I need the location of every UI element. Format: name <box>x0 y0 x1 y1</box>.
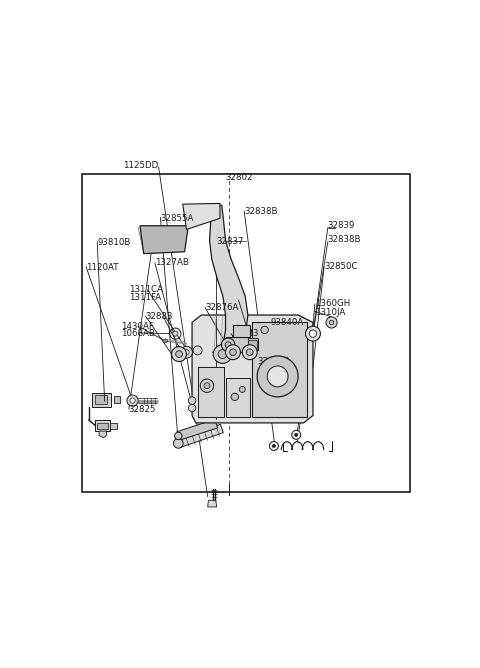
Text: 93810B: 93810B <box>97 238 131 247</box>
Circle shape <box>246 349 253 355</box>
Text: 32883: 32883 <box>145 313 173 321</box>
Bar <box>248 339 258 350</box>
Circle shape <box>213 345 232 363</box>
Text: 93840A: 93840A <box>270 318 303 327</box>
Polygon shape <box>210 204 248 354</box>
Circle shape <box>309 330 317 337</box>
Circle shape <box>226 345 240 359</box>
Circle shape <box>218 349 227 359</box>
Circle shape <box>221 338 235 351</box>
Circle shape <box>193 346 202 355</box>
Circle shape <box>295 434 298 436</box>
Circle shape <box>173 438 183 448</box>
Circle shape <box>292 430 300 440</box>
Polygon shape <box>252 323 307 418</box>
Circle shape <box>261 326 268 333</box>
Text: 1360GH: 1360GH <box>315 299 350 309</box>
Bar <box>83 174 409 492</box>
Circle shape <box>257 356 298 397</box>
Text: 32838B: 32838B <box>328 235 361 244</box>
Bar <box>114 395 120 403</box>
Bar <box>92 393 111 407</box>
Circle shape <box>184 349 189 355</box>
Bar <box>248 340 257 349</box>
Circle shape <box>329 320 334 325</box>
Polygon shape <box>226 378 250 418</box>
Circle shape <box>127 395 138 406</box>
Text: 32839: 32839 <box>328 221 355 230</box>
Circle shape <box>164 339 168 343</box>
Circle shape <box>267 366 288 387</box>
Circle shape <box>269 442 278 450</box>
Circle shape <box>188 404 196 411</box>
Polygon shape <box>208 500 216 507</box>
Bar <box>226 337 248 352</box>
Bar <box>96 395 107 404</box>
Text: 32855A: 32855A <box>160 214 194 223</box>
Circle shape <box>176 351 182 357</box>
Circle shape <box>173 331 178 336</box>
Circle shape <box>180 346 192 358</box>
Text: 32820A: 32820A <box>257 357 290 366</box>
Text: 1311FA: 1311FA <box>129 293 161 302</box>
Text: 1125DD: 1125DD <box>123 161 158 170</box>
Circle shape <box>273 444 276 448</box>
Text: 32825: 32825 <box>129 405 156 414</box>
Circle shape <box>225 342 231 348</box>
Text: 1430AF: 1430AF <box>121 322 154 331</box>
Text: 32838B: 32838B <box>244 207 277 216</box>
Circle shape <box>240 387 245 392</box>
Polygon shape <box>183 204 220 230</box>
Polygon shape <box>99 431 107 438</box>
Polygon shape <box>140 226 188 254</box>
Text: 1120AT: 1120AT <box>86 263 119 272</box>
Text: 1068AB: 1068AB <box>121 329 155 338</box>
Text: 32802: 32802 <box>226 173 253 182</box>
Text: 1327AB: 1327AB <box>155 259 189 267</box>
Bar <box>233 325 250 337</box>
Text: 32876A: 32876A <box>205 303 239 312</box>
Polygon shape <box>177 424 223 448</box>
Polygon shape <box>192 315 313 423</box>
Circle shape <box>326 317 337 328</box>
Circle shape <box>242 345 257 359</box>
Circle shape <box>231 393 239 401</box>
Bar <box>110 423 117 429</box>
Text: 1311CA: 1311CA <box>129 285 163 294</box>
Circle shape <box>200 379 214 392</box>
Text: 1310JA: 1310JA <box>315 307 345 317</box>
Circle shape <box>172 347 186 361</box>
Circle shape <box>229 349 236 355</box>
Circle shape <box>306 326 321 341</box>
Text: 32837: 32837 <box>216 237 244 246</box>
Text: 32883: 32883 <box>231 329 259 338</box>
Circle shape <box>204 383 210 389</box>
Circle shape <box>188 397 196 404</box>
Polygon shape <box>177 420 218 440</box>
Circle shape <box>130 398 135 403</box>
Bar <box>97 423 108 430</box>
Text: 32850C: 32850C <box>324 262 358 271</box>
Polygon shape <box>198 367 224 418</box>
Circle shape <box>175 432 182 440</box>
Polygon shape <box>96 420 110 431</box>
